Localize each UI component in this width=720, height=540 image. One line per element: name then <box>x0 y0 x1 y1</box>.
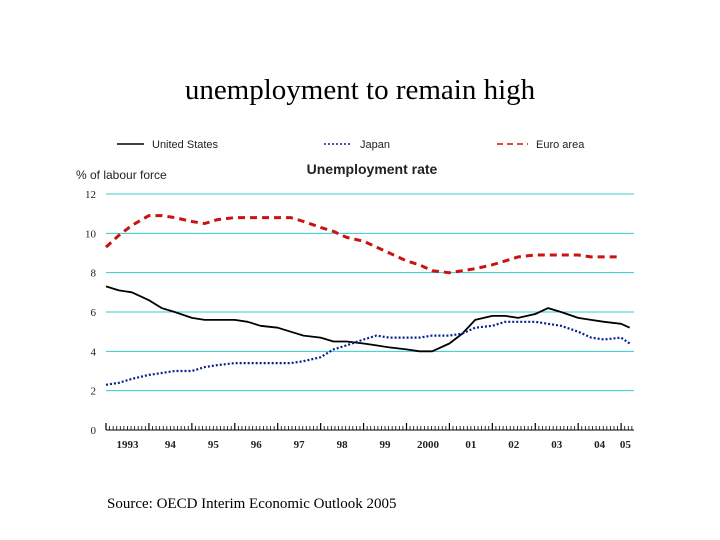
y-tick-label: 12 <box>85 189 96 201</box>
source-note: Source: OECD Interim Economic Outlook 20… <box>107 496 397 512</box>
x-tick-label: 98 <box>337 439 349 451</box>
x-tick-label: 94 <box>165 439 177 451</box>
x-tick-label: 2000 <box>417 439 440 451</box>
slide-title: unemployment to remain high <box>184 74 536 106</box>
x-tick-label: 1993 <box>116 439 139 451</box>
series-line-euro-area <box>104 214 622 275</box>
x-tick-label: 03 <box>551 439 563 451</box>
x-axis: 1993 94 95 96 97 98 99 2000 01 02 03 04 05 <box>105 423 634 451</box>
legend: United States Japan Euro area <box>117 139 585 151</box>
x-tick-label: 04 <box>594 439 606 451</box>
x-tick-label: 99 <box>380 439 392 451</box>
y-tick-label: 0 <box>91 425 97 437</box>
x-tick-label: 01 <box>465 439 476 451</box>
legend-label-united-states: United States <box>152 139 219 151</box>
y-tick-label: 4 <box>91 346 97 358</box>
x-tick-label: 96 <box>251 439 263 451</box>
legend-label-japan: Japan <box>360 139 390 151</box>
y-axis-label: % of labour force <box>76 168 167 182</box>
x-tick-label: 05 <box>620 439 632 451</box>
series-lines <box>104 214 631 386</box>
y-tick-label: 10 <box>85 228 97 240</box>
x-tick-label: 95 <box>208 439 220 451</box>
chart-title: Unemployment rate <box>307 161 438 177</box>
x-tick-label: 02 <box>508 439 520 451</box>
gridlines <box>106 193 634 392</box>
y-tick-label: 2 <box>91 386 97 398</box>
series-line-japan <box>105 320 631 386</box>
y-tick-label: 6 <box>91 307 97 319</box>
y-tick-label: 8 <box>91 268 97 280</box>
series-line-united-states <box>105 285 631 353</box>
legend-label-euro-area: Euro area <box>536 139 585 151</box>
y-tick-labels: 0 2 4 6 8 10 12 <box>85 189 97 437</box>
x-tick-label: 97 <box>294 439 306 451</box>
